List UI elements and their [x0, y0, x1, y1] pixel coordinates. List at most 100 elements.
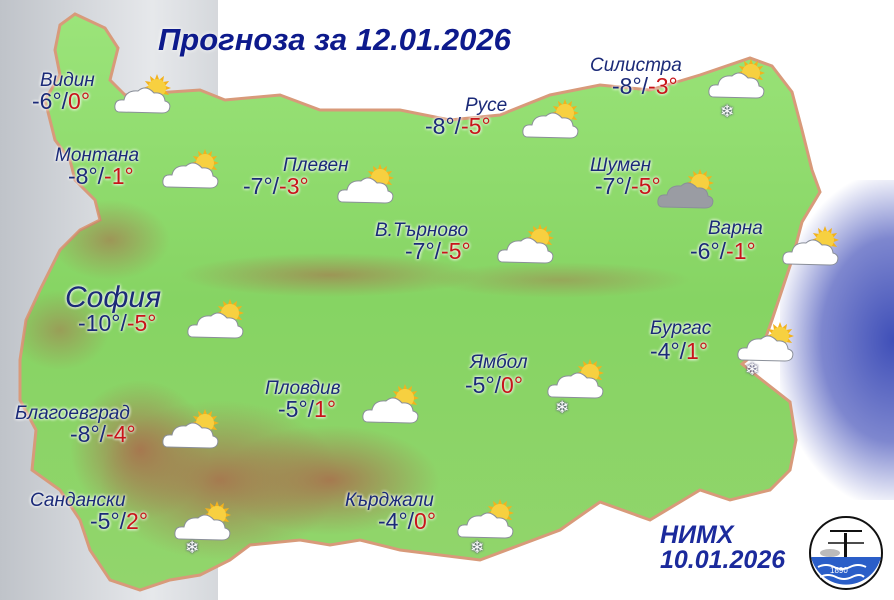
temp-separator: / [119, 508, 127, 534]
city-name: Видин [40, 70, 95, 91]
partly-cloudy-icon [187, 299, 244, 339]
min-temp: -8° [612, 73, 642, 99]
credit: НИМХ 10.01.2026 [660, 523, 785, 573]
partly-cloudy-icon [547, 359, 604, 399]
min-temp: -8° [425, 113, 455, 139]
max-temp: 0° [414, 508, 437, 534]
min-temp: -5° [90, 508, 120, 534]
temp-separator: / [454, 113, 462, 139]
min-temp: -5° [278, 396, 308, 422]
min-temp: -8° [70, 421, 100, 447]
temperature-range: -8°/-5° [425, 113, 491, 140]
city-name: София [65, 281, 162, 314]
min-temp: -6° [32, 88, 62, 114]
partly-cloudy-icon [522, 99, 579, 139]
temperature-range: -4°/1° [650, 338, 708, 365]
min-temp: -7° [595, 173, 625, 199]
temp-separator: / [624, 173, 632, 199]
temp-separator: / [679, 338, 687, 364]
partly-cloudy-icon [337, 164, 394, 204]
temp-separator: / [407, 508, 415, 534]
temperature-range: -8°/-3° [612, 73, 678, 100]
city-name: Плевен [283, 155, 349, 176]
temp-separator: / [434, 238, 442, 264]
temp-separator: / [99, 421, 107, 447]
partly-cloudy-icon [162, 149, 219, 189]
temp-separator: / [97, 163, 105, 189]
temp-separator: / [272, 173, 280, 199]
snowflake-icon: ❄ [555, 398, 570, 417]
snowflake-icon: ❄ [470, 538, 485, 557]
max-temp: -5° [126, 310, 157, 336]
issue-date: 10.01.2026 [660, 546, 786, 574]
partly-cloudy-icon [782, 226, 839, 266]
city-name: Пловдив [265, 378, 341, 399]
map-title: Прогноза за 12.01.2026 [158, 22, 511, 57]
partly-cloudy-icon [174, 501, 231, 541]
temperature-range: -7°/-3° [243, 173, 309, 200]
max-temp: -1° [104, 163, 134, 189]
temperature-range: -5°/2° [90, 508, 148, 535]
max-temp: -3° [648, 73, 678, 99]
temperature-range: -5°/0° [465, 372, 523, 399]
max-temp: 1° [686, 338, 709, 364]
min-temp: -10° [78, 310, 121, 336]
partly-cloudy-icon [708, 59, 765, 99]
max-temp: 1° [314, 396, 337, 422]
max-temp: -1° [726, 238, 756, 264]
city-name: Сандански [30, 490, 126, 511]
city-name: Русе [465, 95, 508, 116]
max-temp: 2° [126, 508, 149, 534]
city-name: Монтана [55, 145, 140, 166]
org-name: НИМХ [660, 521, 734, 549]
max-temp: -4° [106, 421, 136, 447]
city-name: Шумен [590, 155, 652, 176]
snowflake-icon: ❄ [745, 360, 760, 379]
city-name: Кърджали [345, 490, 434, 511]
nimh-logo: 1890 [809, 516, 883, 590]
temp-separator: / [61, 88, 69, 114]
temperature-range: -7°/-5° [405, 238, 471, 265]
logo-text: 1890 [830, 566, 848, 575]
min-temp: -4° [650, 338, 680, 364]
temp-separator: / [641, 73, 649, 99]
min-temp: -8° [68, 163, 98, 189]
city-name: Ямбол [470, 352, 528, 373]
snowflake-icon: ❄ [720, 102, 735, 121]
min-temp: -7° [243, 173, 273, 199]
min-temp: -7° [405, 238, 435, 264]
temp-separator: / [719, 238, 727, 264]
max-temp: 0° [501, 372, 524, 398]
city-name: Варна [708, 218, 763, 239]
partly-cloudy-icon [162, 409, 219, 449]
city-name: Силистра [590, 55, 682, 76]
cloudy-sun-icon [657, 169, 714, 209]
partly-cloudy-icon [497, 224, 554, 264]
temperature-range: -8°/-4° [70, 421, 136, 448]
min-temp: -6° [690, 238, 720, 264]
max-temp: 0° [68, 88, 91, 114]
snowflake-icon: ❄ [185, 538, 200, 557]
city-name: В.Търново [375, 220, 469, 241]
max-temp: -3° [279, 173, 309, 199]
partly-cloudy-icon [457, 499, 514, 539]
max-temp: -5° [461, 113, 491, 139]
temperature-range: -4°/0° [378, 508, 436, 535]
city-name: Бургас [650, 318, 712, 339]
temperature-range: -7°/-5° [595, 173, 661, 200]
mountain-relief [20, 200, 690, 560]
min-temp: -4° [378, 508, 408, 534]
temperature-range: -5°/1° [278, 396, 336, 423]
temperature-range: -10°/-5° [78, 310, 157, 337]
temp-separator: / [307, 396, 315, 422]
temp-separator: / [494, 372, 502, 398]
temp-separator: / [120, 310, 127, 336]
min-temp: -5° [465, 372, 495, 398]
city-name: Благоевград [15, 403, 130, 424]
temperature-range: -6°/-1° [690, 238, 756, 265]
max-temp: -5° [631, 173, 661, 199]
max-temp: -5° [441, 238, 471, 264]
partly-cloudy-icon [362, 384, 419, 424]
temperature-range: -8°/-1° [68, 163, 134, 190]
